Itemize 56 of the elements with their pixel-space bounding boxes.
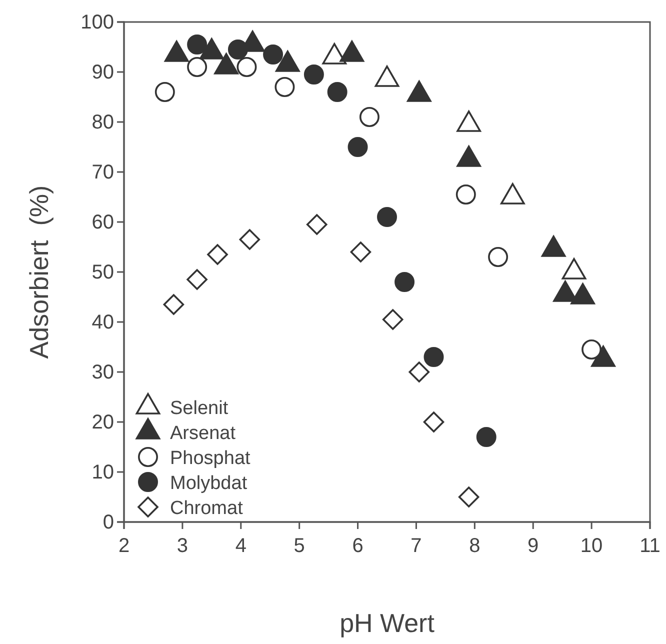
x-tick-label: 11 [640, 535, 660, 557]
legend-label: Molybdat [170, 473, 248, 494]
legend-label: Arsenat [170, 423, 236, 444]
point [458, 486, 480, 508]
point [382, 309, 404, 330]
legend-label: Selenit [170, 398, 229, 419]
y-axis-title: Adsorbiert (%) [24, 185, 54, 359]
point [394, 272, 415, 292]
point [274, 77, 295, 97]
point [304, 64, 324, 84]
point [476, 427, 496, 447]
point [187, 34, 208, 54]
y-tick-label: 70 [92, 161, 114, 184]
point [424, 347, 444, 367]
point [207, 244, 228, 265]
point [377, 207, 397, 227]
x-tick-label: 2 [118, 535, 130, 557]
x-tick-label: 7 [410, 535, 422, 557]
x-axis-title: pH Wert [340, 608, 436, 638]
point [359, 107, 380, 127]
x-tick-label: 3 [176, 535, 188, 557]
point [228, 40, 248, 60]
y-tick-label: 80 [92, 111, 114, 134]
point [163, 294, 184, 315]
point [423, 412, 444, 432]
point [186, 269, 208, 290]
point [154, 82, 175, 102]
point [408, 362, 430, 382]
point [350, 242, 372, 262]
y-tick-label: 0 [102, 511, 114, 534]
point [239, 229, 260, 250]
point [348, 137, 368, 157]
x-tick-label: 9 [528, 535, 539, 557]
point [488, 247, 508, 267]
y-tick-label: 90 [92, 61, 114, 84]
y-tick-label: 20 [92, 411, 114, 434]
point [263, 44, 284, 64]
legend-label: Phosphat [170, 448, 252, 469]
y-tick-label: 30 [92, 361, 114, 384]
x-tick-label: 10 [580, 535, 603, 557]
x-tick-label: 8 [469, 535, 480, 557]
x-tick-label: 4 [235, 535, 246, 557]
x-tick-label: 5 [294, 535, 305, 557]
legend-label: Chromat [170, 498, 244, 519]
y-tick-label: 40 [92, 311, 114, 334]
point [456, 184, 476, 204]
point [236, 57, 257, 77]
x-tick-label: 6 [352, 535, 364, 557]
point [327, 82, 348, 102]
y-tick-label: 50 [92, 261, 114, 284]
point [306, 214, 328, 235]
point [187, 57, 208, 77]
y-tick-label: 60 [92, 211, 114, 234]
y-tick-label: 100 [80, 11, 114, 34]
y-tick-label: 10 [92, 461, 114, 484]
point [582, 340, 602, 360]
